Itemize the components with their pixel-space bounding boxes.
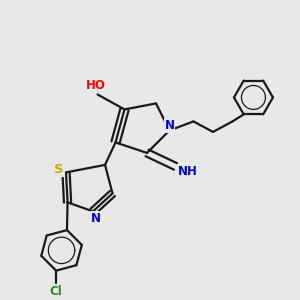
Text: Cl: Cl [50,285,62,298]
Text: N: N [164,119,175,132]
Text: S: S [54,163,63,176]
Text: NH: NH [178,165,198,178]
Text: N: N [91,212,101,225]
Text: HO: HO [86,79,106,92]
